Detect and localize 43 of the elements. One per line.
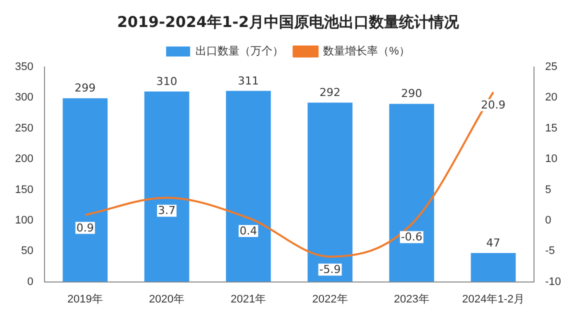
x-tick-label: 2024年1-2月 bbox=[462, 293, 524, 306]
data-label: 311 bbox=[238, 74, 259, 88]
data-label: -5.9 bbox=[319, 262, 341, 276]
data-label: 3.7 bbox=[158, 204, 176, 218]
data-label: 290 bbox=[401, 87, 422, 100]
y2-tick-label: -5 bbox=[545, 245, 555, 258]
y2-tick-label: 25 bbox=[545, 61, 558, 74]
data-label: -0.6 bbox=[400, 230, 422, 244]
x-tick-label: 2022年 bbox=[312, 293, 348, 306]
y2-tick-label: 15 bbox=[545, 122, 558, 134]
bar bbox=[308, 102, 352, 282]
x-tick-label: 2023年 bbox=[394, 293, 430, 306]
data-label: 299 bbox=[74, 82, 96, 95]
y2-tick-label: 10 bbox=[545, 153, 558, 166]
bar bbox=[470, 252, 516, 282]
y2-tick-label: -10 bbox=[545, 276, 562, 288]
x-tick-label: 2020年 bbox=[149, 293, 185, 306]
y-tick-label: 300 bbox=[14, 92, 34, 104]
x-tick-label: 2021年 bbox=[230, 293, 266, 306]
bar bbox=[62, 98, 108, 282]
data-label: 0.9 bbox=[76, 221, 94, 234]
y-tick-label: 0 bbox=[27, 276, 34, 288]
y-tick-label: 200 bbox=[14, 153, 34, 166]
x-tick-label: 2019年 bbox=[67, 293, 103, 306]
y-tick-label: 100 bbox=[14, 214, 34, 226]
data-label: 0.4 bbox=[240, 224, 258, 238]
chart-title: 2019-2024年1-2月中国原电池出口数量统计情况 bbox=[117, 12, 460, 31]
data-label: 47 bbox=[486, 236, 500, 250]
bar bbox=[389, 104, 434, 282]
y-tick-label: 150 bbox=[14, 184, 34, 196]
data-label: 292 bbox=[320, 86, 341, 99]
data-label: 20.9 bbox=[481, 98, 506, 112]
legend-label: 数量增长率（%） bbox=[323, 44, 410, 58]
y-tick-label: 50 bbox=[21, 245, 34, 258]
y-tick-label: 350 bbox=[14, 61, 34, 74]
bar bbox=[144, 92, 190, 282]
legend-label: 出口数量（万个） bbox=[196, 44, 284, 58]
y2-tick-label: 5 bbox=[545, 184, 552, 196]
y2-tick-label: 0 bbox=[545, 214, 552, 226]
y-tick-label: 250 bbox=[14, 122, 34, 134]
y2-tick-label: 20 bbox=[545, 92, 558, 104]
data-label: 310 bbox=[156, 74, 178, 88]
bar bbox=[226, 90, 271, 282]
